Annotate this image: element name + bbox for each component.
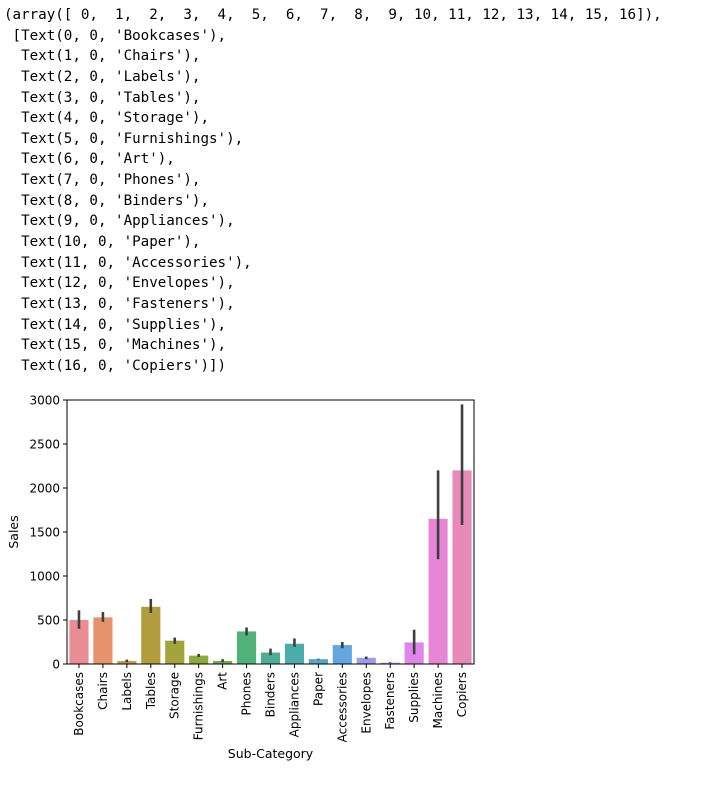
x-tick-label: Binders xyxy=(264,672,278,717)
y-axis-label: Sales xyxy=(6,515,21,548)
bar-phones xyxy=(236,631,257,664)
x-tick-label: Storage xyxy=(168,672,182,719)
error-bars xyxy=(77,404,464,664)
y-axis: 0 500 1000 1500 2000 2500 3000 xyxy=(29,394,67,672)
output-line: Text(14, 0, 'Supplies'), xyxy=(4,316,227,333)
output-line: Text(15, 0, 'Machines'), xyxy=(4,337,227,354)
output-line: Text(8, 0, 'Binders'), xyxy=(4,192,209,209)
x-tick-label: Labels xyxy=(120,672,134,711)
bar-binders xyxy=(260,652,281,664)
output-line: (array([ 0, 1, 2, 3, 4, 5, 6, 7, 8, 9, 1… xyxy=(4,7,662,23)
x-tick-label: Fasteners xyxy=(383,672,397,730)
cell-output-text: (array([ 0, 1, 2, 3, 4, 5, 6, 7, 8, 9, 1… xyxy=(4,5,662,377)
output-line: Text(11, 0, 'Accessories'), xyxy=(4,254,252,271)
x-tick-label: Art xyxy=(216,672,230,690)
y-tick-label: 500 xyxy=(37,614,60,628)
output-line: Text(5, 0, 'Furnishings'), xyxy=(4,130,244,147)
bars xyxy=(69,470,472,664)
x-tick-label: Supplies xyxy=(407,672,421,723)
output-line: Text(1, 0, 'Chairs'), xyxy=(4,48,201,65)
output-line: Text(13, 0, 'Fasteners'), xyxy=(4,295,235,312)
x-tick-label: Accessories xyxy=(335,672,349,742)
bar-machines xyxy=(428,518,448,664)
bar-appliances xyxy=(284,643,305,664)
bar-chairs xyxy=(93,617,113,664)
chart-svg: 0 500 1000 1500 2000 2500 3000 Bookcases Chairs… xyxy=(6,394,475,761)
output-line: Text(12, 0, 'Envelopes'), xyxy=(4,275,235,292)
x-tick-label: Tables xyxy=(144,672,158,710)
output-line: Text(2, 0, 'Labels'), xyxy=(4,68,201,85)
y-tick-label: 3000 xyxy=(29,394,60,408)
x-tick-label: Bookcases xyxy=(72,672,86,736)
output-line: [Text(0, 0, 'Bookcases'), xyxy=(4,27,227,44)
bar-art xyxy=(213,660,233,664)
y-tick-label: 2500 xyxy=(29,438,60,452)
x-tick-label: Envelopes xyxy=(359,672,373,734)
output-line: Text(3, 0, 'Tables'), xyxy=(4,89,201,106)
bar-copiers xyxy=(452,470,472,664)
bar-bookcases xyxy=(69,620,89,664)
bar-accessories xyxy=(332,645,352,664)
x-tick-label: Chairs xyxy=(96,672,110,710)
x-tick-label: Appliances xyxy=(287,672,301,737)
x-tick-label: Copiers xyxy=(455,672,469,717)
output-line: Text(6, 0, 'Art'), xyxy=(4,151,175,168)
bar-tables xyxy=(141,606,161,664)
bar-labels xyxy=(117,660,137,664)
plot-frame xyxy=(66,399,475,665)
x-axis-label: Sub-Category xyxy=(228,746,314,761)
output-line: Text(10, 0, 'Paper'), xyxy=(4,234,201,251)
bar-storage xyxy=(165,640,185,664)
bar-envelopes xyxy=(356,657,376,664)
output-line: Text(7, 0, 'Phones'), xyxy=(4,172,201,189)
x-tick-label: Furnishings xyxy=(192,672,206,740)
y-tick-label: 1500 xyxy=(29,526,60,540)
bar-furnishings xyxy=(189,655,209,664)
y-tick-label: 1000 xyxy=(29,570,60,584)
bar-paper xyxy=(308,659,328,664)
y-tick-label: 2000 xyxy=(29,482,60,496)
x-tick-label: Paper xyxy=(311,672,325,706)
x-tick-label: Phones xyxy=(240,672,254,715)
x-axis: Bookcases Chairs Labels Tables Storage Furnis… xyxy=(72,664,469,742)
bar-fasteners xyxy=(380,662,400,664)
output-line: Text(16, 0, 'Copiers')]) xyxy=(4,357,227,374)
y-tick-label: 0 xyxy=(52,658,60,672)
output-line: Text(4, 0, 'Storage'), xyxy=(4,110,209,127)
x-tick-label: Machines xyxy=(431,672,445,728)
bar-chart: 0 500 1000 1500 2000 2500 3000 Bookcases Chairs… xyxy=(0,390,724,789)
output-line: Text(9, 0, 'Appliances'), xyxy=(4,213,235,230)
